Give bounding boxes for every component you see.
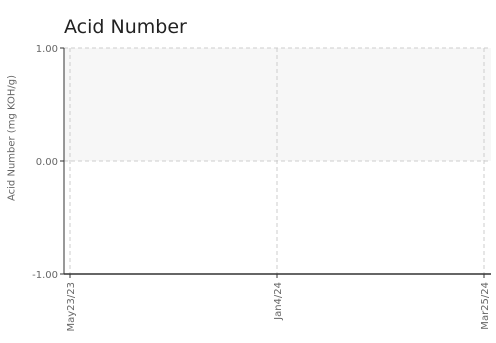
x-tick-label: Jan4/24 <box>273 282 284 321</box>
y-tick-label: 1.00 <box>36 44 58 55</box>
chart-title: Acid Number <box>64 16 187 38</box>
x-tick-label: Mar25/24 <box>480 282 491 330</box>
x-tick-label: May23/23 <box>66 282 77 332</box>
y-tick-label: -1.00 <box>32 270 58 281</box>
y-tick-label: 0.00 <box>36 157 58 168</box>
